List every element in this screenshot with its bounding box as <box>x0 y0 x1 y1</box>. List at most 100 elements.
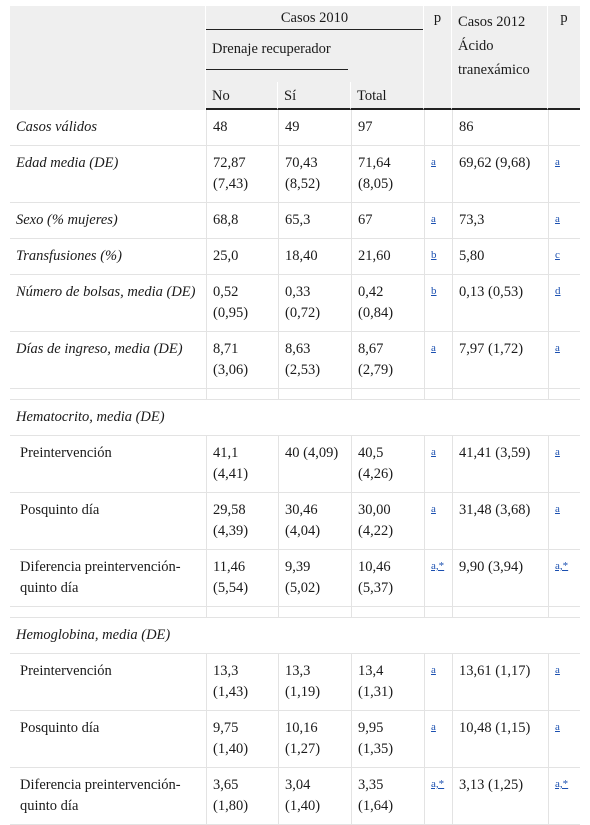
row-label: Días de ingreso, media (DE) <box>10 332 206 389</box>
header-drain: Drenaje recuperador <box>206 34 425 82</box>
cell-no: 29,58 (4,39) <box>206 493 278 550</box>
header-group-2012: Casos 2012 Ácido tranexámico <box>452 6 549 82</box>
spacer-cell <box>548 389 581 400</box>
footnote-link[interactable]: b <box>431 285 437 297</box>
cell-2012: 5,80 <box>452 239 549 275</box>
cell-no: 11,46 (5,54) <box>206 550 278 607</box>
footnote-link[interactable]: a <box>431 664 436 676</box>
cell-2012: 7,97 (1,72) <box>452 332 549 389</box>
cell-p-2012: a <box>548 203 581 239</box>
cell-p-2012: a <box>548 493 581 550</box>
footnote-link[interactable]: a <box>555 446 560 458</box>
cell-si: 9,39 (5,02) <box>278 550 351 607</box>
cell-2012: 13,61 (1,17) <box>452 654 549 711</box>
footnote-link[interactable]: a,* <box>431 778 445 790</box>
cell-p-2010: a <box>424 146 453 203</box>
row-label: Posquinto día <box>10 711 206 768</box>
cell-si: 18,40 <box>278 239 351 275</box>
header-drain-label: Drenaje recuperador <box>212 40 331 57</box>
row-label: Diferencia preintervención-quinto día <box>10 768 206 825</box>
spacer-cell <box>351 389 425 400</box>
table-section-hematocrit: Hematocrito, media (DE) <box>10 400 581 436</box>
cell-total: 40,5 (4,26) <box>351 436 425 493</box>
cell-no: 68,8 <box>206 203 278 239</box>
cell-2012: 41,41 (3,59) <box>452 436 549 493</box>
footnote-link[interactable]: a <box>555 721 560 733</box>
spacer-cell <box>278 607 351 618</box>
cell-p-2010: b <box>424 275 453 332</box>
cell-total: 71,64 (8,05) <box>351 146 425 203</box>
header-group-rule <box>206 29 424 30</box>
cell-si: 30,46 (4,04) <box>278 493 351 550</box>
spacer-cell <box>206 389 278 400</box>
row-label: Posquinto día <box>10 493 206 550</box>
footnote-link[interactable]: a <box>431 156 436 168</box>
cell-si: 0,33 (0,72) <box>278 275 351 332</box>
cell-total: 13,4 (1,31) <box>351 654 425 711</box>
cell-total: 9,95 (1,35) <box>351 711 425 768</box>
header-empty-cell <box>10 6 206 110</box>
footnote-link[interactable]: a,* <box>555 560 569 572</box>
spacer-cell <box>452 389 549 400</box>
cell-p-2012: a <box>548 711 581 768</box>
footnote-link[interactable]: a <box>555 342 560 354</box>
footnote-link[interactable]: b <box>431 249 437 261</box>
cell-p-2012: a,* <box>548 550 581 607</box>
header-group-2010-label: Casos 2010 <box>280 10 349 26</box>
header-col-no: No <box>206 82 278 110</box>
header-col-si: Sí <box>278 82 351 110</box>
footnote-link[interactable]: c <box>555 249 560 261</box>
cell-p-2010: a <box>424 711 453 768</box>
table-row: Preintervención 13,3 (1,43) 13,3 (1,19) 13,… <box>10 654 581 711</box>
header-empty-cell <box>548 34 581 82</box>
cell-2012: 69,62 (9,68) <box>452 146 549 203</box>
footnote-link[interactable]: a <box>555 664 560 676</box>
data-table: Casos 2010 p Casos 2012 Ácido tranexámic… <box>10 6 581 825</box>
cell-si: 3,04 (1,40) <box>278 768 351 825</box>
footnote-link[interactable]: a <box>431 503 436 515</box>
cell-2012: 86 <box>452 110 549 146</box>
document-page: Casos 2010 p Casos 2012 Ácido tranexámic… <box>10 6 581 825</box>
cell-no: 72,87 (7,43) <box>206 146 278 203</box>
table-row: Transfusiones (%) 25,0 18,40 21,60 b 5,80 c <box>10 239 581 275</box>
header-empty-cell <box>452 82 549 110</box>
footnote-link[interactable]: a <box>555 213 560 225</box>
table-body-hematocrit: Preintervención 41,1 (4,41) 40 (4,09) 40,5 … <box>10 436 581 607</box>
footnote-link[interactable]: d <box>555 285 561 297</box>
table-row: Número de bolsas, media (DE) 0,52 (0,95) 0… <box>10 275 581 332</box>
spacer-cell <box>424 607 453 618</box>
spacer-cell <box>10 607 206 618</box>
table-row: Casos válidos 48 49 97 86 <box>10 110 581 146</box>
cell-no: 9,75 (1,40) <box>206 711 278 768</box>
cell-no: 25,0 <box>206 239 278 275</box>
footnote-link[interactable]: a <box>431 342 436 354</box>
cell-p-2010: a,* <box>424 550 453 607</box>
footnote-link[interactable]: a <box>431 446 436 458</box>
cell-no: 0,52 (0,95) <box>206 275 278 332</box>
cell-total: 30,00 (4,22) <box>351 493 425 550</box>
table-row: Posquinto día 9,75 (1,40) 10,16 (1,27) 9,95… <box>10 711 581 768</box>
table-row: Sexo (% mujeres) 68,8 65,3 67 a 73,3 a <box>10 203 581 239</box>
footnote-link[interactable]: a <box>431 213 436 225</box>
header-empty-cell <box>548 82 581 110</box>
cell-si: 49 <box>278 110 351 146</box>
footnote-link[interactable]: a,* <box>431 560 445 572</box>
footnote-link[interactable]: a <box>555 156 560 168</box>
cell-total: 10,46 (5,37) <box>351 550 425 607</box>
cell-p-2010: a <box>424 332 453 389</box>
footnote-link[interactable]: a <box>431 721 436 733</box>
cell-p-2012: a <box>548 332 581 389</box>
table-header: Casos 2010 p Casos 2012 Ácido tranexámic… <box>10 6 581 110</box>
cell-si: 70,43 (8,52) <box>278 146 351 203</box>
cell-2012: 10,48 (1,15) <box>452 711 549 768</box>
footnote-link[interactable]: a <box>555 503 560 515</box>
spacer-cell <box>278 389 351 400</box>
row-label: Número de bolsas, media (DE) <box>10 275 206 332</box>
footnote-link[interactable]: a,* <box>555 778 569 790</box>
section-row-hematocrit: Hematocrito, media (DE) <box>10 400 581 436</box>
cell-2012: 73,3 <box>452 203 549 239</box>
cell-si: 10,16 (1,27) <box>278 711 351 768</box>
table-gap <box>10 607 581 618</box>
cell-no: 8,71 (3,06) <box>206 332 278 389</box>
cell-p-2012: a <box>548 436 581 493</box>
